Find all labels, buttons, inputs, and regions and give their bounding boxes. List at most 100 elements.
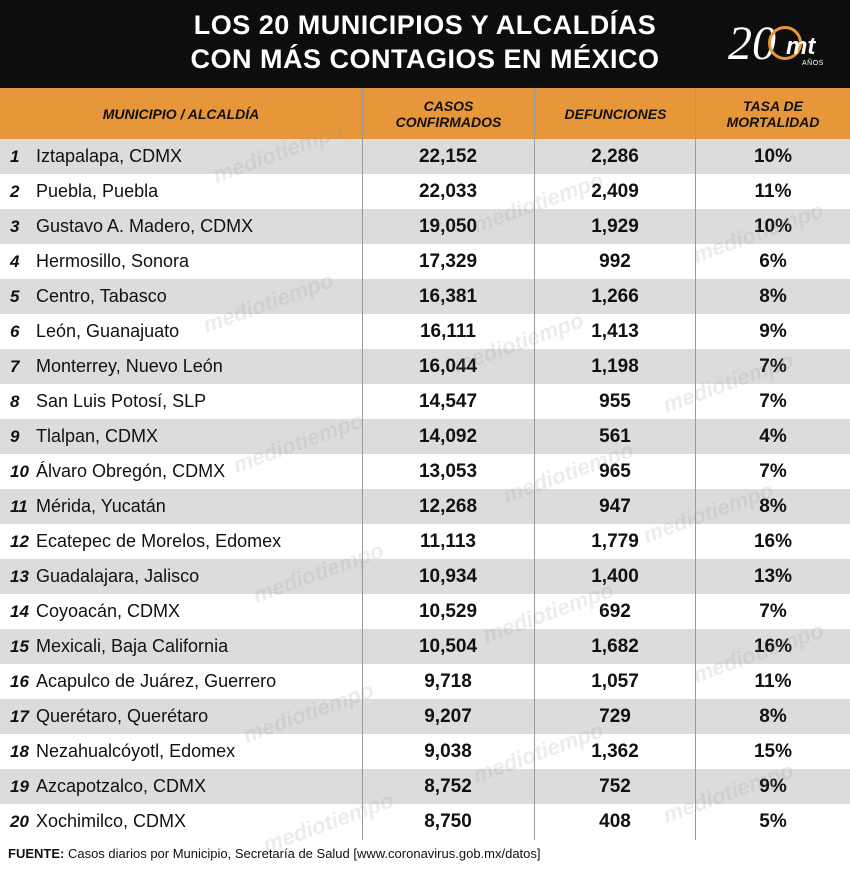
column-divider [534, 88, 535, 840]
defunciones-value: 1,198 [591, 356, 639, 377]
rank-number: 15 [10, 637, 29, 656]
casos-confirmados-value: 16,044 [418, 356, 478, 377]
rank-number: 13 [10, 567, 29, 586]
column-divider [695, 88, 696, 840]
source-text: Casos diarios por Municipio, Secretaría … [64, 846, 541, 861]
municipio-name: San Luis Potosí, SLP [36, 391, 207, 411]
municipio-name: Acapulco de Juárez, Guerrero [36, 671, 277, 691]
title-line-2: CON MÁS CONTAGIOS EN MÉXICO [190, 44, 660, 74]
rank-number: 5 [10, 287, 20, 306]
tasa-mortalidad-value: 9% [759, 321, 787, 342]
casos-confirmados-value: 22,152 [418, 146, 478, 167]
municipio-name: Hermosillo, Sonora [36, 251, 190, 271]
municipio-name: Coyoacán, CDMX [36, 601, 181, 621]
defunciones-value: 1,266 [591, 286, 639, 307]
municipio-name: Xochimilco, CDMX [36, 811, 187, 831]
mediotiempo-20-years-logo: 20 mt AÑOS [728, 18, 828, 72]
defunciones-value: 692 [599, 601, 631, 622]
rank-number: 17 [10, 707, 29, 726]
rank-number: 10 [10, 462, 29, 481]
casos-confirmados-value: 14,092 [418, 426, 478, 447]
municipio-name: Gustavo A. Madero, CDMX [36, 216, 254, 236]
tasa-mortalidad-value: 13% [753, 566, 793, 587]
logo-mt-text: mt [786, 33, 816, 60]
column-header-casos: CASOS CONFIRMADOS [395, 97, 502, 130]
tasa-mortalidad-value: 6% [759, 251, 787, 272]
tasa-mortalidad-value: 7% [759, 601, 787, 622]
casos-confirmados-value: 13,053 [418, 461, 478, 482]
table-header: MUNICIPIO / ALCALDÍA CASOS CONFIRMADOS D… [0, 88, 850, 139]
table-row: 2 Puebla, Puebla 22,033 2,409 11% [0, 174, 850, 209]
rank-number: 1 [10, 147, 20, 166]
casos-confirmados-value: 9,207 [424, 706, 472, 727]
table-row: 9 Tlalpan, CDMX 14,092 561 4% [0, 419, 850, 454]
table-row: 16 Acapulco de Juárez, Guerrero 9,718 1,057… [0, 664, 850, 699]
municipio-name: Querétaro, Querétaro [36, 706, 209, 726]
tasa-mortalidad-value: 4% [759, 426, 787, 447]
defunciones-value: 408 [599, 811, 631, 832]
municipio-name: Centro, Tabasco [36, 286, 167, 306]
tasa-mortalidad-value: 8% [759, 286, 787, 307]
municipio-name: Guadalajara, Jalisco [36, 566, 200, 586]
tasa-mortalidad-value: 10% [753, 216, 793, 237]
tasa-mortalidad-value: 11% [754, 181, 792, 202]
rank-number: 9 [10, 427, 20, 446]
defunciones-value: 947 [599, 496, 631, 517]
tasa-mortalidad-value: 9% [759, 776, 787, 797]
tasa-mortalidad-value: 16% [753, 636, 793, 657]
municipio-name: Tlalpan, CDMX [36, 426, 159, 446]
municipio-name: Ecatepec de Morelos, Edomex [36, 531, 282, 551]
municipio-name: Iztapalapa, CDMX [36, 146, 183, 166]
table-row: 13 Guadalajara, Jalisco 10,934 1,400 13% [0, 559, 850, 594]
casos-confirmados-value: 10,529 [418, 601, 478, 622]
table-row: 17 Querétaro, Querétaro 9,207 729 8% [0, 699, 850, 734]
rank-number: 12 [10, 532, 29, 551]
table-row: 8 San Luis Potosí, SLP 14,547 955 7% [0, 384, 850, 419]
defunciones-value: 752 [599, 776, 631, 797]
table-row: 14 Coyoacán, CDMX 10,529 692 7% [0, 594, 850, 629]
casos-confirmados-value: 12,268 [418, 496, 478, 517]
tasa-mortalidad-value: 15% [753, 741, 793, 762]
casos-confirmados-value: 10,934 [418, 566, 478, 587]
title-line-1: LOS 20 MUNICIPIOS Y ALCALDÍAS [193, 10, 657, 40]
source-label: FUENTE: [8, 846, 65, 861]
casos-confirmados-value: 22,033 [418, 181, 478, 202]
defunciones-value: 1,413 [591, 321, 639, 342]
defunciones-value: 1,057 [591, 671, 639, 692]
tasa-mortalidad-value: 8% [759, 706, 787, 727]
defunciones-value: 561 [599, 426, 631, 447]
defunciones-value: 1,362 [591, 741, 639, 762]
page-title: LOS 20 MUNICIPIOS Y ALCALDÍAS CON MÁS CO… [0, 8, 850, 76]
table-row: 20 Xochimilco, CDMX 8,750 408 5% [0, 804, 850, 839]
rank-number: 7 [10, 357, 20, 376]
casos-confirmados-value: 17,329 [418, 251, 478, 272]
rank-number: 20 [10, 812, 29, 831]
casos-confirmados-value: 9,038 [424, 741, 472, 762]
casos-confirmados-value: 8,752 [424, 776, 472, 797]
casos-confirmados-value: 16,381 [418, 286, 478, 307]
casos-confirmados-value: 8,750 [424, 811, 472, 832]
table-row: 11 Mérida, Yucatán 12,268 947 8% [0, 489, 850, 524]
municipio-name: León, Guanajuato [36, 321, 180, 341]
tasa-mortalidad-value: 5% [759, 811, 787, 832]
table-row: 15 Mexicali, Baja California 10,504 1,682 16… [0, 629, 850, 664]
tasa-mortalidad-value: 11% [754, 671, 792, 692]
header-bar: LOS 20 MUNICIPIOS Y ALCALDÍAS CON MÁS CO… [0, 0, 850, 88]
column-header-municipio: MUNICIPIO / ALCALDÍA [102, 105, 260, 122]
rank-number: 11 [10, 497, 28, 516]
municipio-name: Nezahualcóyotl, Edomex [36, 741, 236, 761]
table-row: 12 Ecatepec de Morelos, Edomex 11,113 1,779… [0, 524, 850, 559]
casos-confirmados-value: 9,718 [424, 671, 472, 692]
defunciones-value: 965 [599, 461, 631, 482]
defunciones-value: 729 [599, 706, 631, 727]
defunciones-value: 955 [599, 391, 631, 412]
table-row: 10 Álvaro Obregón, CDMX 13,053 965 7% [0, 454, 850, 489]
municipio-name: Puebla, Puebla [36, 181, 159, 201]
tasa-mortalidad-value: 7% [759, 356, 787, 377]
municipio-name: Monterrey, Nuevo León [36, 356, 223, 376]
rank-number: 18 [10, 742, 29, 761]
casos-confirmados-value: 19,050 [418, 216, 478, 237]
logo-ring-icon [768, 26, 802, 60]
defunciones-value: 1,400 [591, 566, 639, 587]
defunciones-value: 2,286 [591, 146, 639, 167]
